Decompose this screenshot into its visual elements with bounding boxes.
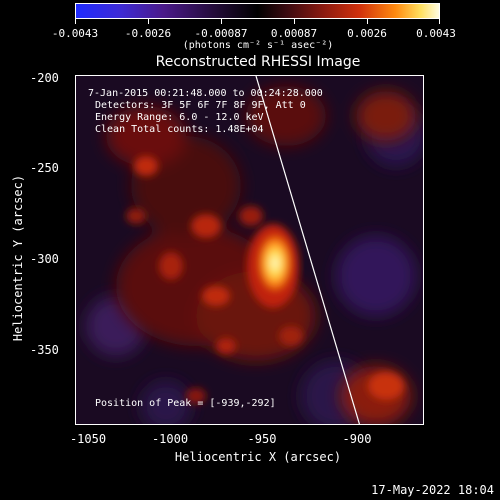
info-detectors: Detectors: 3F 5F 6F 7F 8F 9F, Att 0 (95, 100, 306, 111)
x-tick-label: -1050 (69, 432, 107, 446)
x-tick-label: -1000 (151, 432, 189, 446)
emission-blobs (126, 156, 404, 404)
colorbar-tick-label: -0.0026 (124, 27, 172, 40)
colorbar-tick-label: 0.0043 (416, 27, 456, 40)
y-tick-label: -250 (30, 161, 59, 175)
y-tick-label: -300 (30, 252, 59, 266)
y-tick-label: -350 (30, 343, 59, 357)
flare-source (247, 224, 299, 308)
y-axis-label: Heliocentric Y (arcsec) (11, 174, 25, 342)
colorbar-tick (367, 19, 368, 24)
info-clean-counts: Clean Total counts: 1.48E+04 (95, 124, 264, 135)
colorbar-tick-label: 0.0026 (347, 27, 387, 40)
colorbar-tick (294, 19, 295, 24)
x-tick-label: -900 (342, 432, 372, 446)
colorbar-units: (photons cm⁻² s⁻¹ asec⁻²) (182, 40, 334, 51)
colorbar-tick (221, 19, 222, 24)
y-tick-label: -200 (30, 71, 59, 85)
colorbar (75, 3, 440, 19)
colorbar-tick-label: -0.00087 (194, 27, 248, 40)
colorbar-tick (148, 19, 149, 24)
info-energy-range: Energy Range: 6.0 - 12.0 keV (95, 112, 264, 123)
colorbar-tick (439, 19, 440, 24)
colorbar-tick-label: 0.00087 (270, 27, 318, 40)
plot-title: Reconstructed RHESSI Image (155, 54, 361, 70)
solar-image (76, 76, 423, 424)
date-stamp: 17-May-2022 18:04 (371, 483, 494, 497)
info-time-range: 7-Jan-2015 00:21:48.000 to 00:24:28.000 (88, 88, 323, 99)
colorbar-tick (75, 19, 76, 24)
x-tick-label: -950 (247, 432, 277, 446)
solar-limb-line (255, 76, 361, 424)
image-frame (75, 75, 424, 425)
info-peak-position: Position of Peak = [-939,-292] (95, 398, 276, 409)
colorbar-tick-label: -0.0043 (51, 27, 99, 40)
x-axis-label: Heliocentric X (arcsec) (174, 450, 342, 464)
